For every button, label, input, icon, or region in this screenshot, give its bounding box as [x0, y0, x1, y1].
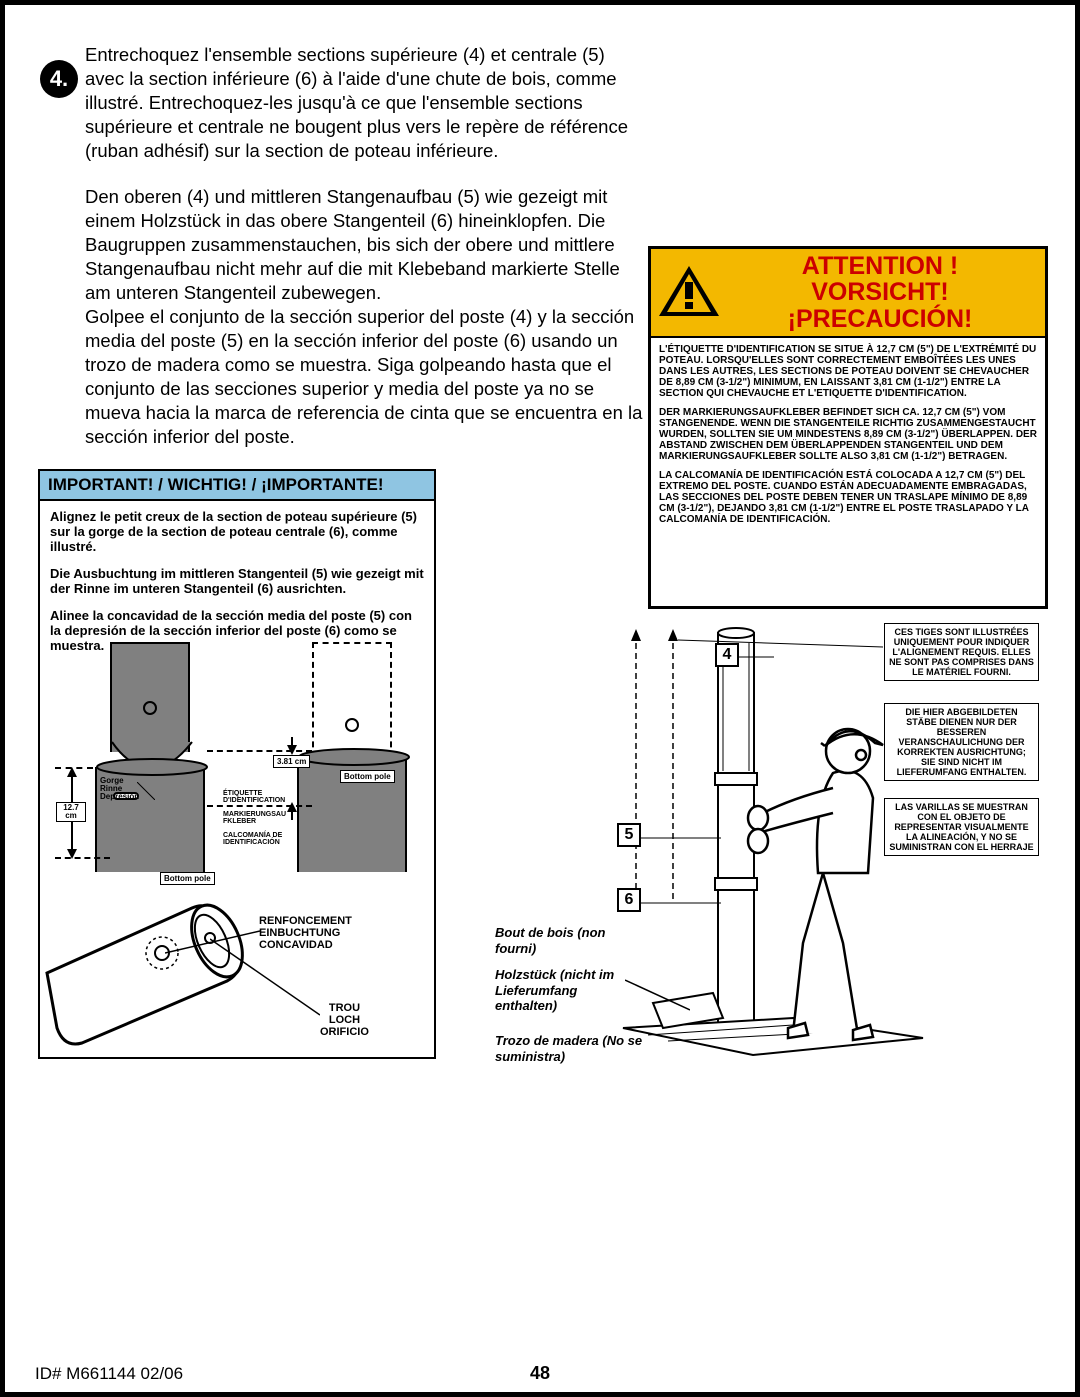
instruction-es: Golpee el conjunto de la sección superio…: [85, 305, 650, 449]
rod-note-fr: CES TIGES SONT ILLUSTRÉES UNIQUEMENT POU…: [884, 623, 1039, 681]
warning-title: ATTENTION ! VORSICHT! ¡PRECAUCIÓN!: [721, 253, 1039, 332]
important-de: Die Ausbuchtung im mittleren Stangenteil…: [50, 566, 424, 596]
rod-note-es: LAS VARILLAS SE MUESTRAN CON EL OBJETO D…: [884, 798, 1039, 856]
wood-label-fr: Bout de bois (non fourni): [495, 925, 635, 956]
warning-es: LA CALCOMANÍA DE IDENTIFICACIÓN ESTÁ COL…: [659, 470, 1037, 525]
footer-id: ID# M661144 02/06: [35, 1364, 183, 1384]
label-381cm: 3.81 cm: [273, 755, 310, 768]
wood-label-es: Trozo de madera (No se suministra): [495, 1033, 665, 1064]
leader-6: [641, 898, 721, 908]
footer-page-number: 48: [530, 1363, 550, 1384]
warning-body: L'ÉTIQUETTE D'IDENTIFICATION SE SITUE À …: [651, 338, 1045, 539]
instruction-de: Den oberen (4) und mittleren Stangenaufb…: [85, 185, 645, 305]
label-gorge: GorgeRinneDepresión: [100, 777, 139, 801]
label-bottom-pole-r: Bottom pole: [340, 770, 395, 783]
pointer-trou: [210, 935, 320, 1020]
rod-note-de: DIE HIER ABGEBILDETEN STÄBE DIENEN NUR D…: [884, 703, 1039, 781]
warning-fr: L'ÉTIQUETTE D'IDENTIFICATION SE SITUE À …: [659, 344, 1037, 399]
label-etiquette: ÉTIQUETTE D'IDENTIFICATION MARKIERUNGSAU…: [223, 790, 293, 846]
warning-triangle-icon: [657, 264, 721, 320]
warning-de: DER MARKIERUNGSAUFKLEBER BEFINDET SICH C…: [659, 407, 1037, 462]
warning-callout: ATTENTION ! VORSICHT! ¡PRECAUCIÓN! L'ÉTI…: [648, 246, 1048, 609]
pole-alignment-diagram: 3.81 cm 12.7 cm GorgeRinneDepresión Bott…: [55, 642, 415, 872]
instruction-fr: Entrechoquez l'ensemble sections supérie…: [85, 43, 645, 163]
label-127cm: 12.7 cm: [56, 802, 86, 822]
step-number-badge: 4.: [40, 60, 78, 98]
important-fr: Alignez le petit creux de la section de …: [50, 509, 424, 554]
wood-label-de: Holzstück (nicht im Lieferumfang enthalt…: [495, 967, 635, 1014]
callout-6: 6: [617, 888, 641, 912]
warning-header: ATTENTION ! VORSICHT! ¡PRECAUCIÓN!: [651, 249, 1045, 338]
leader-wood: [625, 975, 690, 1015]
important-header: IMPORTANT! / WICHTIG! / ¡IMPORTANTE!: [40, 471, 434, 501]
manual-page: 4. Entrechoquez l'ensemble sections supé…: [0, 0, 1080, 1397]
leader-note: [678, 635, 888, 655]
callout-5: 5: [617, 823, 641, 847]
label-trou: TROU LOCH ORIFICIO: [320, 1002, 369, 1038]
leader-5: [641, 833, 721, 843]
